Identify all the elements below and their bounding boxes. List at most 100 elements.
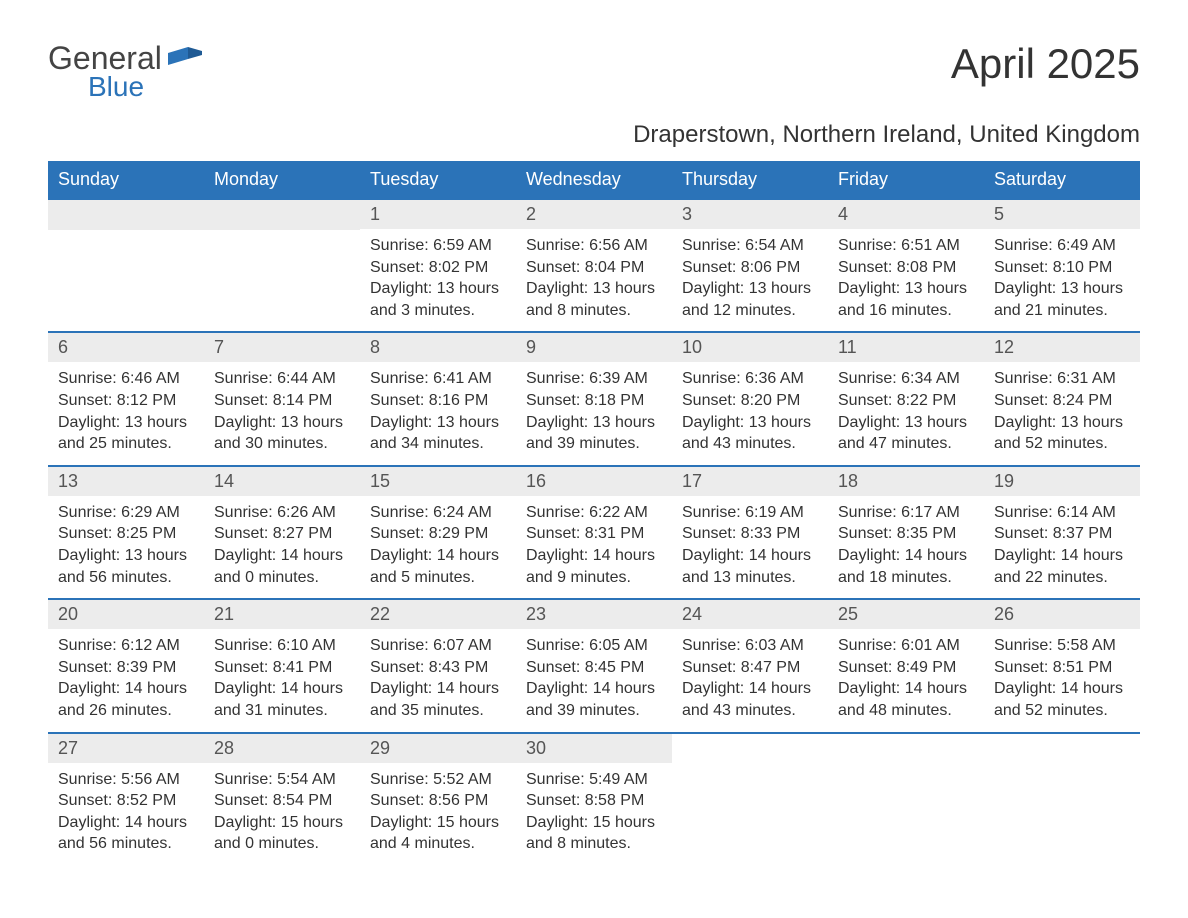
sunset-line: Sunset: 8:12 PM: [58, 390, 194, 412]
sunrise-line: Sunrise: 6:19 AM: [682, 502, 818, 524]
empty-cell: [48, 200, 204, 331]
sunset-line: Sunset: 8:27 PM: [214, 523, 350, 545]
daylight-line: Daylight: 14 hours and 43 minutes.: [682, 678, 818, 721]
day-number: 1: [360, 200, 516, 229]
daylight-line: Daylight: 15 hours and 4 minutes.: [370, 812, 506, 855]
daylight-line: Daylight: 14 hours and 5 minutes.: [370, 545, 506, 588]
day-details: Sunrise: 6:29 AMSunset: 8:25 PMDaylight:…: [48, 496, 204, 598]
sunset-line: Sunset: 8:08 PM: [838, 257, 974, 279]
daylight-line: Daylight: 14 hours and 52 minutes.: [994, 678, 1130, 721]
sunset-line: Sunset: 8:25 PM: [58, 523, 194, 545]
sunset-line: Sunset: 8:02 PM: [370, 257, 506, 279]
sunset-line: Sunset: 8:58 PM: [526, 790, 662, 812]
day-number: 12: [984, 333, 1140, 362]
day-number: 20: [48, 600, 204, 629]
day-cell: 13Sunrise: 6:29 AMSunset: 8:25 PMDayligh…: [48, 467, 204, 598]
day-cell: 25Sunrise: 6:01 AMSunset: 8:49 PMDayligh…: [828, 600, 984, 731]
logo: General Blue: [48, 40, 202, 103]
day-number: 29: [360, 734, 516, 763]
sunset-line: Sunset: 8:56 PM: [370, 790, 506, 812]
dow-thursday: Thursday: [672, 161, 828, 198]
sunrise-line: Sunrise: 5:56 AM: [58, 769, 194, 791]
daylight-line: Daylight: 13 hours and 25 minutes.: [58, 412, 194, 455]
day-number: 14: [204, 467, 360, 496]
sunset-line: Sunset: 8:54 PM: [214, 790, 350, 812]
day-number: 17: [672, 467, 828, 496]
day-details: Sunrise: 5:54 AMSunset: 8:54 PMDaylight:…: [204, 763, 360, 865]
day-cell: 10Sunrise: 6:36 AMSunset: 8:20 PMDayligh…: [672, 333, 828, 464]
day-number: 5: [984, 200, 1140, 229]
week-row: 6Sunrise: 6:46 AMSunset: 8:12 PMDaylight…: [48, 331, 1140, 464]
day-details: Sunrise: 6:44 AMSunset: 8:14 PMDaylight:…: [204, 362, 360, 464]
sunset-line: Sunset: 8:45 PM: [526, 657, 662, 679]
day-cell: 23Sunrise: 6:05 AMSunset: 8:45 PMDayligh…: [516, 600, 672, 731]
day-number: 25: [828, 600, 984, 629]
empty-cell: [204, 200, 360, 331]
day-details: Sunrise: 6:17 AMSunset: 8:35 PMDaylight:…: [828, 496, 984, 598]
day-number: 6: [48, 333, 204, 362]
day-cell: 14 Sunrise: 6:26 AMSunset: 8:27 PMDayligh…: [204, 467, 360, 598]
daylight-line: Daylight: 14 hours and 0 minutes.: [214, 545, 350, 588]
day-details: Sunrise: 6:14 AMSunset: 8:37 PMDaylight:…: [984, 496, 1140, 598]
daylight-line: Daylight: 15 hours and 8 minutes.: [526, 812, 662, 855]
day-details: Sunrise: 6:56 AMSunset: 8:04 PMDaylight:…: [516, 229, 672, 331]
day-cell: 18Sunrise: 6:17 AMSunset: 8:35 PMDayligh…: [828, 467, 984, 598]
day-cell: 16Sunrise: 6:22 AMSunset: 8:31 PMDayligh…: [516, 467, 672, 598]
empty-day-strip: [204, 200, 360, 230]
sunset-line: Sunset: 8:52 PM: [58, 790, 194, 812]
day-number: 4: [828, 200, 984, 229]
day-cell: 30Sunrise: 5:49 AMSunset: 8:58 PMDayligh…: [516, 734, 672, 865]
daylight-line: Daylight: 15 hours and 0 minutes.: [214, 812, 350, 855]
sunrise-line: Sunrise: 6:10 AM: [214, 635, 350, 657]
week-row: 27 Sunrise: 5:56 AMSunset: 8:52 PM Dayligh…: [48, 732, 1140, 865]
dow-sunday: Sunday: [48, 161, 204, 198]
day-cell: 21Sunrise: 6:10 AMSunset: 8:41 PMDayligh…: [204, 600, 360, 731]
sunrise-line: Sunrise: 6:14 AM: [994, 502, 1130, 524]
day-cell: 28Sunrise: 5:54 AMSunset: 8:54 PMDayligh…: [204, 734, 360, 865]
day-cell: 2Sunrise: 6:56 AMSunset: 8:04 PMDaylight…: [516, 200, 672, 331]
sunrise-line: Sunrise: 6:31 AM: [994, 368, 1130, 390]
sunrise-line: Sunrise: 6:07 AM: [370, 635, 506, 657]
daylight-line: Daylight: 13 hours and 16 minutes.: [838, 278, 974, 321]
sunset-line: Sunset: 8:16 PM: [370, 390, 506, 412]
sunrise-line: Sunrise: 5:58 AM: [994, 635, 1130, 657]
day-details: Sunrise: 6:54 AMSunset: 8:06 PMDaylight:…: [672, 229, 828, 331]
sunrise-line: Sunrise: 6:29 AM: [58, 502, 194, 524]
sunrise-line: Sunrise: 6:34 AM: [838, 368, 974, 390]
sunrise-line: Sunrise: 6:41 AM: [370, 368, 506, 390]
sunrise-line: Sunrise: 6:12 AM: [58, 635, 194, 657]
day-number: 8: [360, 333, 516, 362]
daylight-line: Daylight: 14 hours and 31 minutes.: [214, 678, 350, 721]
day-number: 27: [48, 734, 204, 763]
day-cell: 20Sunrise: 6:12 AMSunset: 8:39 PMDayligh…: [48, 600, 204, 731]
day-number: 2: [516, 200, 672, 229]
empty-cell: [672, 734, 828, 865]
sunrise-line: Sunrise: 6:22 AM: [526, 502, 662, 524]
day-cell: 6Sunrise: 6:46 AMSunset: 8:12 PMDaylight…: [48, 333, 204, 464]
day-details: Sunrise: 6:10 AMSunset: 8:41 PMDaylight:…: [204, 629, 360, 731]
sunset-line: Sunset: 8:47 PM: [682, 657, 818, 679]
sunset-line: Sunset: 8:06 PM: [682, 257, 818, 279]
day-details: Sunrise: 6:59 AMSunset: 8:02 PMDaylight:…: [360, 229, 516, 331]
sunrise-line: Sunrise: 5:49 AM: [526, 769, 662, 791]
dow-monday: Monday: [204, 161, 360, 198]
day-details: Sunrise: 5:49 AMSunset: 8:58 PMDaylight:…: [516, 763, 672, 865]
day-number: 28: [204, 734, 360, 763]
day-details: Sunrise: 5:58 AMSunset: 8:51 PMDaylight:…: [984, 629, 1140, 731]
day-number: 10: [672, 333, 828, 362]
daylight-line: Daylight: 13 hours and 8 minutes.: [526, 278, 662, 321]
day-cell: 19Sunrise: 6:14 AMSunset: 8:37 PMDayligh…: [984, 467, 1140, 598]
header: General Blue April 2025: [48, 40, 1140, 103]
day-cell: 24Sunrise: 6:03 AMSunset: 8:47 PMDayligh…: [672, 600, 828, 731]
day-details: Sunrise: 6:39 AMSunset: 8:18 PMDaylight:…: [516, 362, 672, 464]
daylight-line: Daylight: 13 hours and 21 minutes.: [994, 278, 1130, 321]
daylight-line: Daylight: 13 hours and 47 minutes.: [838, 412, 974, 455]
sunset-line: Sunset: 8:33 PM: [682, 523, 818, 545]
day-cell: 11Sunrise: 6:34 AMSunset: 8:22 PMDayligh…: [828, 333, 984, 464]
day-number: 15: [360, 467, 516, 496]
sunset-line: Sunset: 8:14 PM: [214, 390, 350, 412]
day-details: Sunrise: 6:31 AMSunset: 8:24 PMDaylight:…: [984, 362, 1140, 464]
sunrise-line: Sunrise: 6:26 AM: [214, 502, 350, 524]
sunset-line: Sunset: 8:24 PM: [994, 390, 1130, 412]
day-details: Sunrise: 6:01 AMSunset: 8:49 PMDaylight:…: [828, 629, 984, 731]
